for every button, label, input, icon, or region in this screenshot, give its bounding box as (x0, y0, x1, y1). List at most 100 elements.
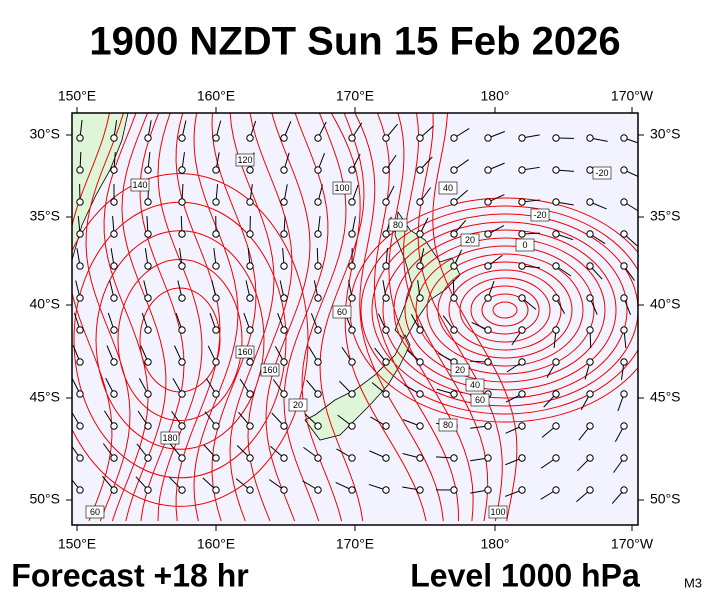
barb-station (485, 295, 491, 301)
contour-label: 20 (293, 400, 303, 410)
barb-station (247, 327, 253, 333)
lat-label-left: 45°S (29, 389, 60, 405)
barb-station (281, 455, 287, 461)
barb-station (213, 455, 219, 461)
barb-station (383, 167, 389, 173)
barb-station (383, 231, 389, 237)
barb-station (383, 327, 389, 333)
barb-station (417, 391, 423, 397)
lon-label-top: 180° (481, 88, 510, 104)
barb-station (587, 231, 593, 237)
barb-station (247, 455, 253, 461)
barb-station (451, 295, 457, 301)
lon-label-bottom: 150°E (58, 536, 96, 552)
barb-station (519, 295, 525, 301)
barb-station (621, 327, 627, 333)
barb-station (77, 167, 83, 173)
barb-station (587, 455, 593, 461)
contour-label: -20 (595, 168, 608, 178)
barb-station (179, 487, 185, 493)
barb-station (247, 167, 253, 173)
barb-station (621, 135, 627, 141)
barb-station (621, 231, 627, 237)
barb-station (553, 199, 559, 205)
barb-station (383, 455, 389, 461)
barb-station (145, 327, 151, 333)
barb-station (77, 423, 83, 429)
barb-station (111, 423, 117, 429)
barb-station (247, 423, 253, 429)
barb-station (553, 295, 559, 301)
barb-station (417, 327, 423, 333)
barb-station (553, 359, 559, 365)
barb-station (213, 167, 219, 173)
barb-station (485, 263, 491, 269)
contour-label: 40 (470, 380, 480, 390)
barb-station (519, 455, 525, 461)
barb-station (247, 135, 253, 141)
barb-station (553, 231, 559, 237)
barb-station (281, 359, 287, 365)
barb-station (145, 423, 151, 429)
barb-station (417, 359, 423, 365)
barb-station (281, 167, 287, 173)
barb-station (519, 231, 525, 237)
barb-station (587, 167, 593, 173)
lon-label-bottom: 180° (481, 536, 510, 552)
barb-station (519, 423, 525, 429)
lon-label-top: 170°W (611, 88, 654, 104)
lon-label-bottom: 160°E (197, 536, 235, 552)
barb-station (417, 167, 423, 173)
barb-station (451, 167, 457, 173)
barb-station (519, 487, 525, 493)
barb-station (247, 391, 253, 397)
barb-station (281, 295, 287, 301)
barb-station (553, 487, 559, 493)
contour-label: 180 (162, 433, 177, 443)
barb-station (451, 487, 457, 493)
barb-station (485, 231, 491, 237)
barb-station (111, 487, 117, 493)
barb-station (111, 295, 117, 301)
barb-station (315, 391, 321, 397)
barb-station (145, 167, 151, 173)
lat-label-left: 35°S (29, 208, 60, 224)
barb-station (281, 423, 287, 429)
barb-station (315, 263, 321, 269)
contour-label: 100 (490, 507, 505, 517)
level-label: Level 1000 hPa (410, 557, 640, 593)
barb-station (315, 231, 321, 237)
barb-station (315, 487, 321, 493)
barb-station (519, 327, 525, 333)
barb-station (349, 391, 355, 397)
barb-station (281, 199, 287, 205)
lat-label-right: 40°S (650, 296, 681, 312)
barb-station (77, 455, 83, 461)
barb-station (553, 135, 559, 141)
barb-station (417, 487, 423, 493)
barb-station (451, 199, 457, 205)
barb-station (553, 423, 559, 429)
lon-label-top: 170°E (336, 88, 374, 104)
barb-station (315, 135, 321, 141)
barb-station (349, 295, 355, 301)
barb-station (111, 199, 117, 205)
barb-station (485, 327, 491, 333)
barb-station (77, 359, 83, 365)
barb-station (417, 199, 423, 205)
barb-station (145, 135, 151, 141)
barb-station (587, 295, 593, 301)
barb-station (587, 199, 593, 205)
contour-label: 140 (132, 180, 147, 190)
barb-station (383, 263, 389, 269)
barb-station (179, 295, 185, 301)
barb-station (383, 359, 389, 365)
barb-station (145, 295, 151, 301)
barb-station (213, 359, 219, 365)
barb-station (553, 327, 559, 333)
barb-station (77, 135, 83, 141)
barb-station (485, 487, 491, 493)
barb-station (485, 135, 491, 141)
barb-station (77, 487, 83, 493)
barb-station (213, 423, 219, 429)
